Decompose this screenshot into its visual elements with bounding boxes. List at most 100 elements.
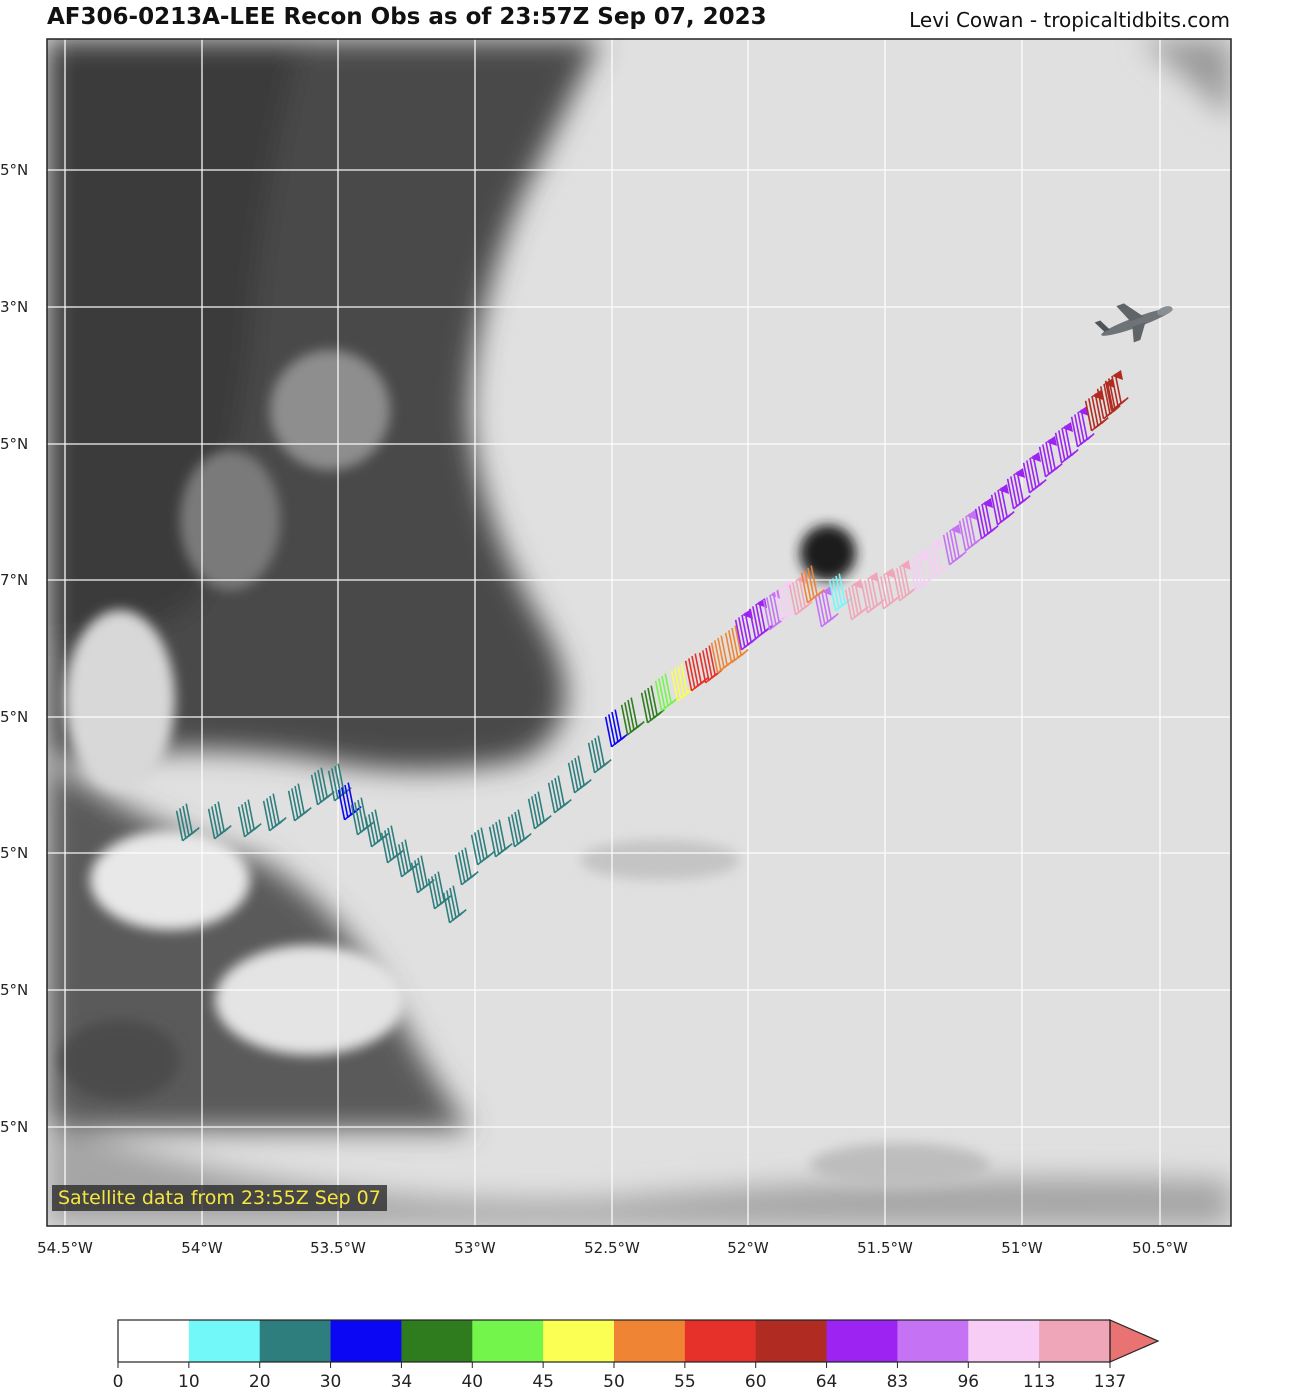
wind-barb xyxy=(442,885,467,924)
wind-barb xyxy=(1006,468,1031,510)
wind-barb xyxy=(470,827,495,866)
longitude-tick-label: 54°W xyxy=(181,1239,223,1257)
wind-barb xyxy=(547,775,572,814)
latitude-tick-label: 3°N xyxy=(0,298,29,316)
colorbar-tick-label: 0 xyxy=(112,1372,124,1392)
colorbar-swatch xyxy=(118,1320,190,1362)
longitude-tick-label: 50.5°W xyxy=(1132,1239,1188,1257)
colorbar-tick-label: 113 xyxy=(1022,1372,1056,1392)
wind-barb xyxy=(1104,370,1129,412)
colorbar-tick-label: 83 xyxy=(886,1372,909,1392)
colorbar-tick-label: 50 xyxy=(603,1372,625,1392)
wind-barb xyxy=(364,809,389,848)
recon-map xyxy=(46,38,1232,1227)
colorbar-extend-arrow xyxy=(1109,1319,1160,1363)
wind-barb xyxy=(724,625,749,664)
colorbar-swatch xyxy=(755,1320,828,1362)
longitude-tick-label: 52°W xyxy=(727,1239,769,1257)
wind-barb xyxy=(1054,422,1079,464)
wind-barb xyxy=(924,538,949,580)
longitude-tick-label: 53°W xyxy=(454,1239,496,1257)
hurricane-eye xyxy=(800,525,856,581)
wind-barb xyxy=(1022,452,1047,494)
wind-barb xyxy=(175,803,200,842)
colorbar-tick-label: 45 xyxy=(532,1372,554,1392)
recon-observations xyxy=(175,370,1129,924)
colorbar-swatch xyxy=(188,1320,261,1362)
wind-barb xyxy=(1038,436,1063,478)
colorbar-swatch xyxy=(330,1320,402,1362)
map-frame xyxy=(46,38,1232,1227)
latitude-tick-label: 5°N xyxy=(0,844,29,862)
colorbar-swatch xyxy=(472,1320,544,1362)
wind-barb xyxy=(710,635,735,674)
longitude-tick-label: 51.5°W xyxy=(857,1239,913,1257)
wind-barb xyxy=(507,809,532,848)
colorbar-swatch xyxy=(826,1320,898,1362)
colorbar-tick-label: 96 xyxy=(957,1372,980,1392)
wind-barb xyxy=(310,767,335,806)
wind-barb xyxy=(427,871,452,910)
colorbar-swatch xyxy=(259,1320,332,1362)
latitude-tick-label: 7°N xyxy=(0,571,29,589)
colorbar-tick-label: 64 xyxy=(815,1372,838,1392)
wind-barb xyxy=(1070,406,1095,448)
wind-barb xyxy=(684,653,709,692)
wind-barb xyxy=(958,510,983,552)
latitude-tick-label: 5°N xyxy=(0,435,29,453)
colorbar-swatch xyxy=(401,1320,473,1362)
colorbar-swatch xyxy=(614,1320,686,1362)
wind-barb xyxy=(454,847,479,886)
wind-barb xyxy=(942,524,967,566)
satellite-timestamp-label: Satellite data from 23:55Z Sep 07 xyxy=(52,1185,387,1211)
latitude-tick-label: 5°N xyxy=(0,161,29,179)
credit-label: Levi Cowan - tropicaltidbits.com xyxy=(909,8,1230,32)
wind-barb xyxy=(604,709,629,748)
colorbar-tick-label: 137 xyxy=(1093,1372,1127,1392)
wind-barb xyxy=(860,572,885,614)
longitude-tick-label: 52.5°W xyxy=(584,1239,640,1257)
wind-barb xyxy=(207,801,232,840)
wind-barb xyxy=(814,586,839,628)
satellite-image xyxy=(47,39,1231,1226)
longitude-tick-label: 51°W xyxy=(1001,1239,1043,1257)
colorbar-tick-label: 34 xyxy=(390,1372,413,1392)
map-title: AF306-0213A-LEE Recon Obs as of 23:57Z S… xyxy=(47,4,767,30)
wind-barb xyxy=(990,484,1015,526)
latitude-tick-label: 5°N xyxy=(0,708,29,726)
wind-barb xyxy=(394,839,419,878)
aircraft-icon xyxy=(1094,303,1173,343)
wind-barb xyxy=(620,697,645,736)
colorbar-swatch xyxy=(1039,1320,1111,1362)
colorbar-tick-label: 30 xyxy=(319,1372,342,1392)
wind-barb xyxy=(1084,390,1109,432)
wind-barb xyxy=(670,663,695,702)
wind-barb xyxy=(287,783,312,822)
wind-barb xyxy=(350,797,375,836)
longitude-tick-label: 54.5°W xyxy=(37,1239,93,1257)
colorbar-tick-label: 40 xyxy=(461,1372,484,1392)
longitude-tick-label: 53.5°W xyxy=(310,1239,366,1257)
colorbar-tick-label: 55 xyxy=(674,1372,696,1392)
colorbar-swatch xyxy=(897,1320,969,1362)
wind-barb xyxy=(488,819,513,858)
colorbar-frame xyxy=(117,1319,1111,1363)
colorbar-tick-label: 10 xyxy=(178,1372,200,1392)
colorbar-tick-label: 60 xyxy=(744,1372,767,1392)
map-gridlines xyxy=(47,39,1231,1226)
latitude-tick-label: 5°N xyxy=(0,981,29,999)
latitude-tick-label: 5°N xyxy=(0,1118,29,1136)
wind-barb xyxy=(908,550,933,592)
wind-barb xyxy=(587,735,612,774)
colorbar-swatch xyxy=(968,1320,1040,1362)
wind-barb xyxy=(892,560,917,602)
wind-barb xyxy=(788,574,813,616)
colorbar-swatch xyxy=(543,1320,615,1362)
colorbar-tick-label: 20 xyxy=(248,1372,271,1392)
wind-barb xyxy=(567,755,592,794)
wind-barb xyxy=(974,498,999,540)
wind-barb xyxy=(262,793,287,832)
wind-barb xyxy=(527,791,552,830)
wind-barb xyxy=(237,799,262,838)
colorbar-swatch xyxy=(684,1320,757,1362)
